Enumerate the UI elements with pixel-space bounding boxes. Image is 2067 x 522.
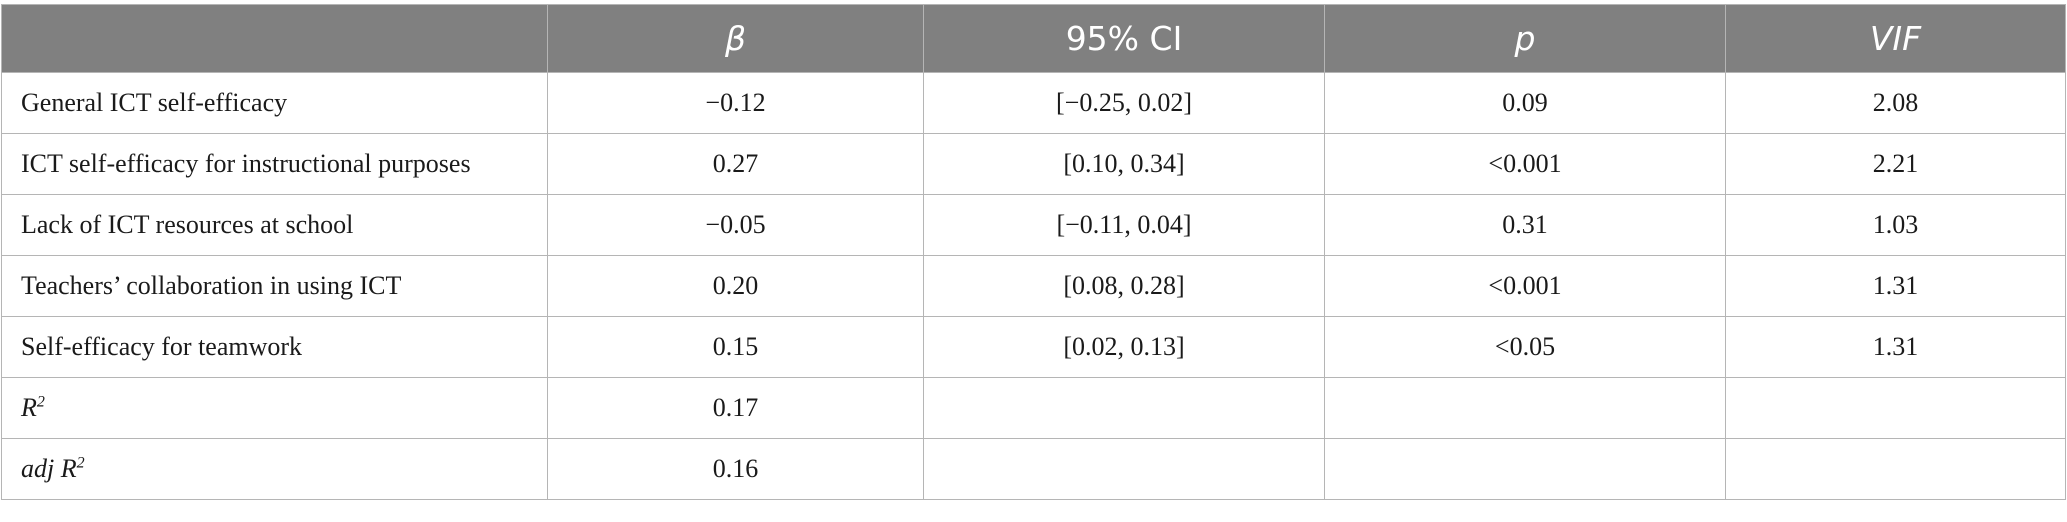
- beta-cell: 0.20: [547, 255, 924, 317]
- header-beta-text: β: [724, 19, 747, 58]
- row-label: Lack of ICT resources at school: [1, 194, 548, 256]
- header-row: β 95% CI p VIF: [1, 4, 2066, 73]
- stat-row-r2: R2 0.17: [1, 377, 2066, 439]
- row-label: ICT self-efficacy for instructional purp…: [1, 133, 548, 195]
- p-cell: <0.001: [1324, 255, 1726, 317]
- header-beta: β: [547, 4, 924, 73]
- table-row: Self-efficacy for teamwork 0.15 [0.02, 0…: [1, 316, 2066, 378]
- header-predictor: [1, 4, 548, 73]
- header-ci: 95% CI: [923, 4, 1325, 73]
- adj-r2-label-main: adj R: [21, 454, 77, 483]
- empty-cell: [923, 377, 1325, 439]
- table-row: ICT self-efficacy for instructional purp…: [1, 133, 2066, 195]
- row-label: Self-efficacy for teamwork: [1, 316, 548, 378]
- table-row: General ICT self-efficacy −0.12 [−0.25, …: [1, 72, 2066, 134]
- stat-row-adj-r2: adj R2 0.16: [1, 438, 2066, 500]
- ci-cell: [−0.11, 0.04]: [923, 194, 1325, 256]
- header-p: p: [1324, 4, 1726, 73]
- beta-cell: 0.15: [547, 316, 924, 378]
- beta-cell: 0.27: [547, 133, 924, 195]
- empty-cell: [923, 438, 1325, 500]
- header-p-text: p: [1514, 19, 1536, 58]
- p-cell: <0.05: [1324, 316, 1726, 378]
- r2-value: 0.17: [547, 377, 924, 439]
- table-row: Lack of ICT resources at school −0.05 [−…: [1, 194, 2066, 256]
- adj-r2-label-sup: 2: [76, 454, 85, 472]
- r2-label: R2: [1, 377, 548, 439]
- ci-cell: [−0.25, 0.02]: [923, 72, 1325, 134]
- vif-cell: 2.21: [1725, 133, 2066, 195]
- table-row: Teachers’ collaboration in using ICT 0.2…: [1, 255, 2066, 317]
- ci-cell: [0.02, 0.13]: [923, 316, 1325, 378]
- empty-cell: [1324, 377, 1726, 439]
- vif-cell: 1.31: [1725, 255, 2066, 317]
- p-cell: 0.31: [1324, 194, 1726, 256]
- header-vif-text: VIF: [1869, 19, 1922, 58]
- adj-r2-label: adj R2: [1, 438, 548, 500]
- r2-label-sup: 2: [36, 393, 45, 411]
- vif-cell: 2.08: [1725, 72, 2066, 134]
- vif-cell: 1.31: [1725, 316, 2066, 378]
- ci-cell: [0.10, 0.34]: [923, 133, 1325, 195]
- empty-cell: [1324, 438, 1726, 500]
- empty-cell: [1725, 377, 2066, 439]
- row-label: Teachers’ collaboration in using ICT: [1, 255, 548, 317]
- row-label: General ICT self-efficacy: [1, 72, 548, 134]
- adj-r2-value: 0.16: [547, 438, 924, 500]
- regression-table: β 95% CI p VIF General ICT self-efficacy…: [1, 4, 2066, 500]
- p-cell: <0.001: [1324, 133, 1726, 195]
- r2-label-main: R: [21, 393, 37, 422]
- empty-cell: [1725, 438, 2066, 500]
- beta-cell: −0.12: [547, 72, 924, 134]
- vif-cell: 1.03: [1725, 194, 2066, 256]
- header-vif: VIF: [1725, 4, 2066, 73]
- beta-cell: −0.05: [547, 194, 924, 256]
- p-cell: 0.09: [1324, 72, 1726, 134]
- ci-cell: [0.08, 0.28]: [923, 255, 1325, 317]
